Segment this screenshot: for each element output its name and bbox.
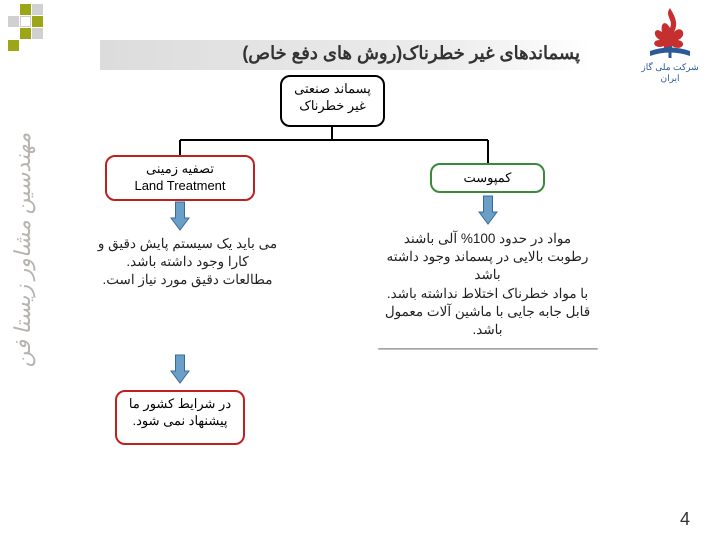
- node-land-treatment-en: Land Treatment: [113, 178, 247, 195]
- node-not-recommended: در شرایط کشور ما پیشنهاد نمی شود.: [115, 390, 245, 445]
- desc-compost: مواد در حدود 100% آلی باشندرطوبت بالایی …: [380, 230, 595, 339]
- desc-underline: [378, 348, 598, 350]
- node-land-treatment: تصفیه زمینی Land Treatment: [105, 155, 255, 201]
- company-logo: [640, 6, 700, 61]
- desc-land-treatment: می باید یک سیستم پایش دقیق و کارا وجود د…: [95, 235, 280, 290]
- node-root: پسماند صنعتی غیر خطرناک: [280, 75, 385, 127]
- node-land-treatment-fa: تصفیه زمینی: [113, 161, 247, 178]
- watermark-text: مهندسین مشاور زیستا فن: [10, 120, 36, 380]
- page-title: پسماندهای غیر خطرناک(روش های دفع خاص): [100, 40, 590, 70]
- logo-caption: شرکت ملی گاز ایران: [638, 62, 702, 84]
- page-number: 4: [680, 509, 690, 530]
- node-compost: کمپوست: [430, 163, 545, 193]
